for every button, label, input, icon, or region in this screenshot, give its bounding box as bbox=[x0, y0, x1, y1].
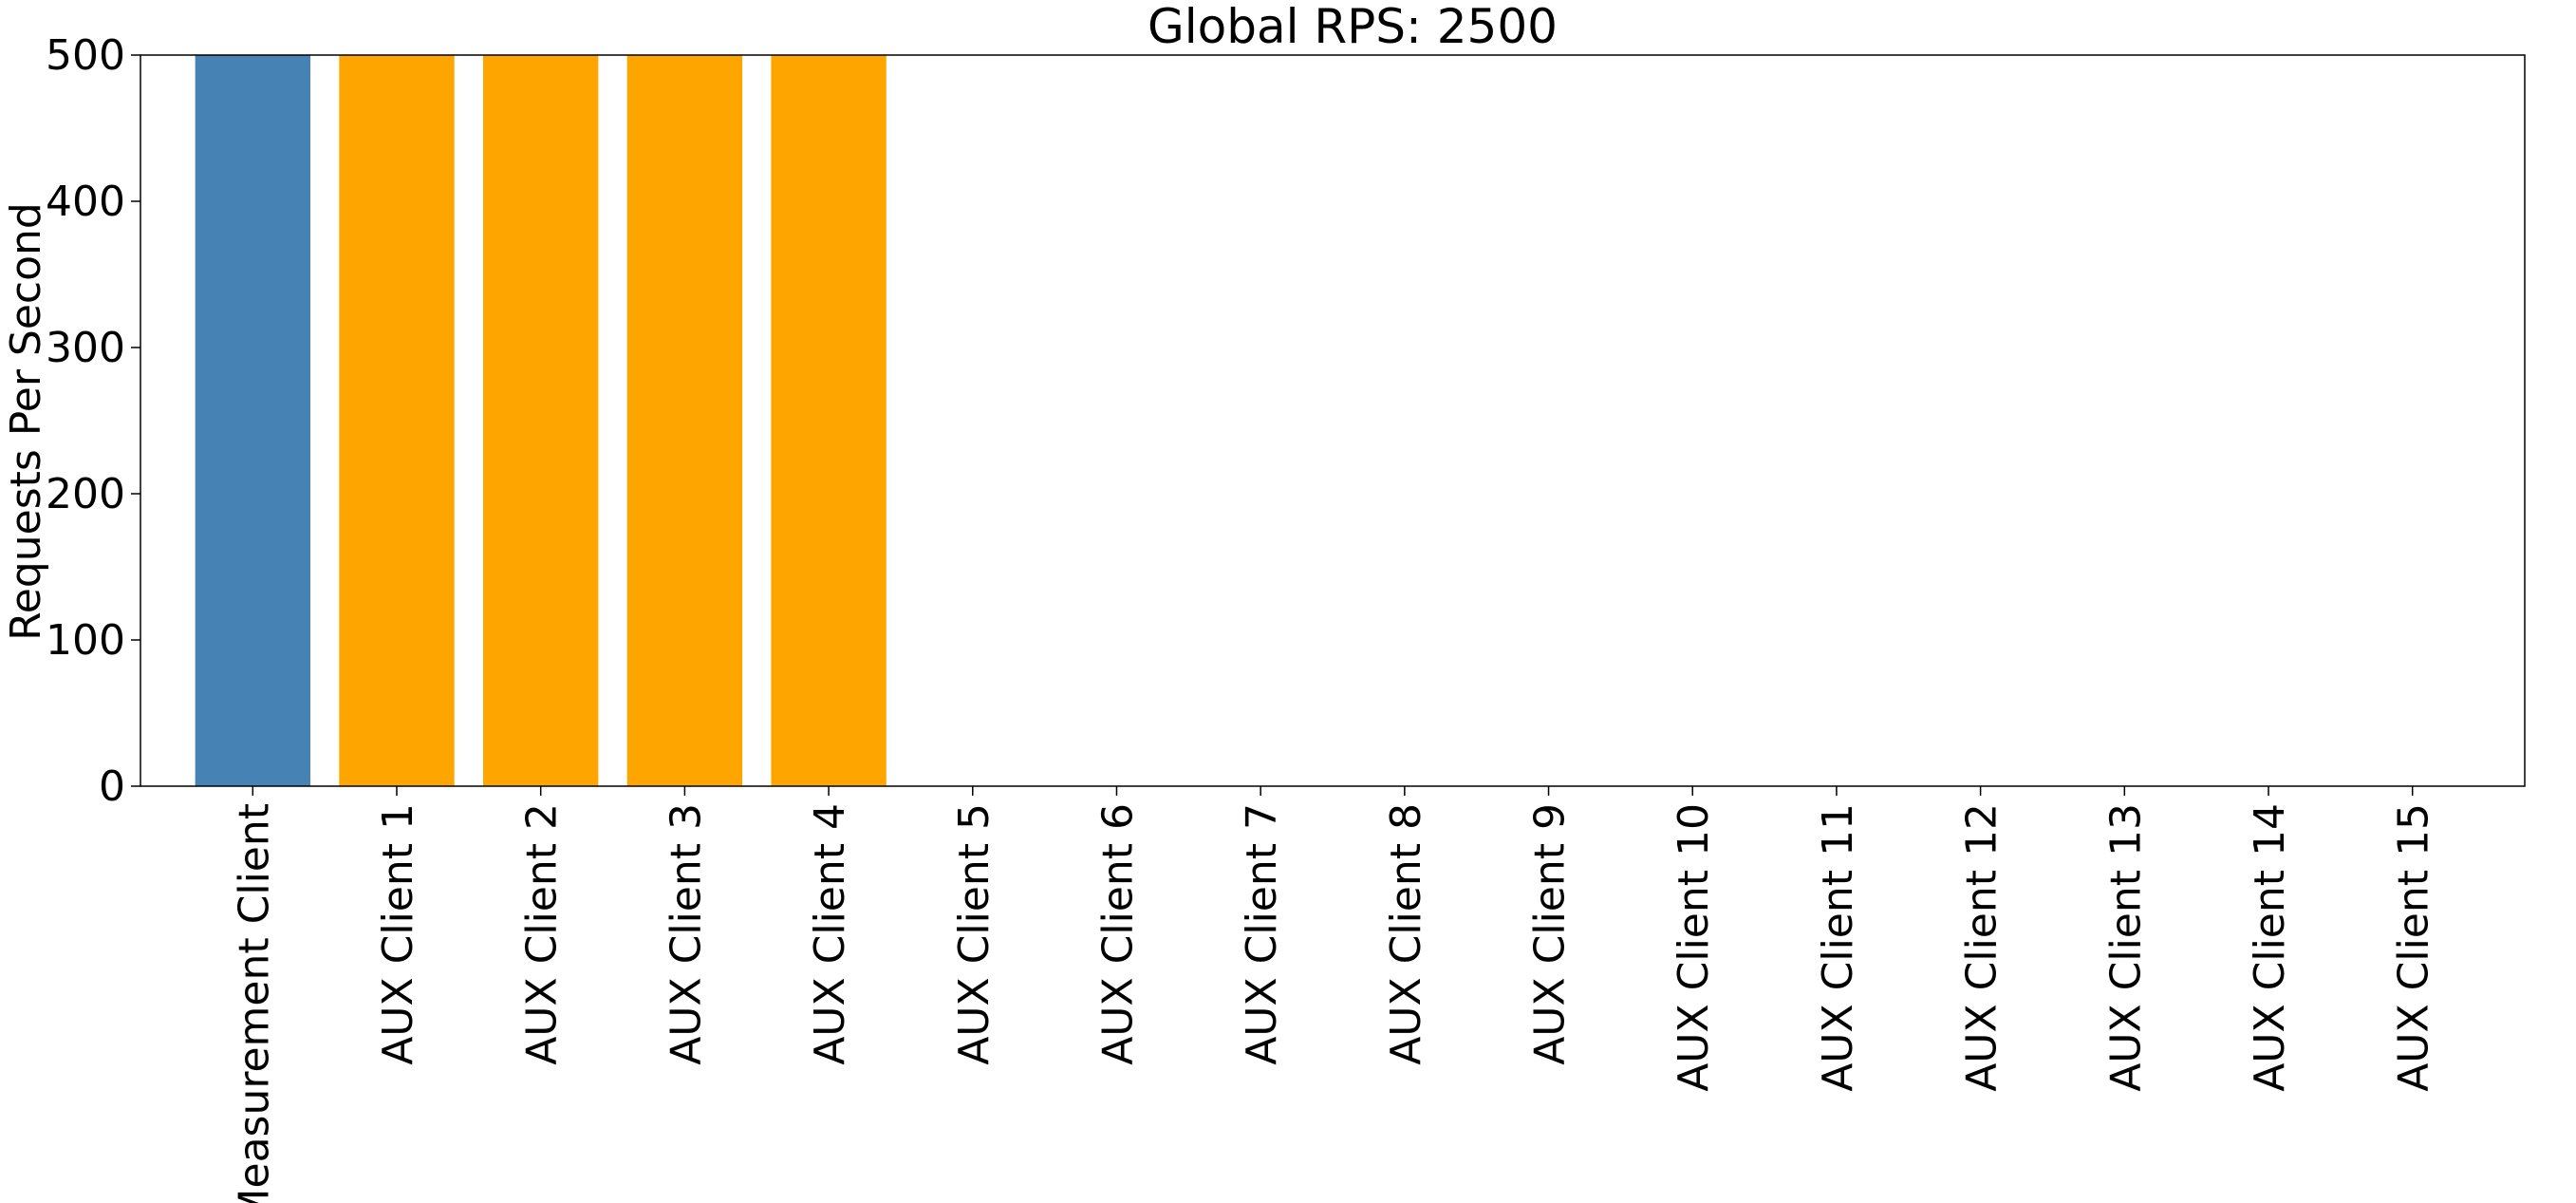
x-axis: Measurement Client AUX Client 1 AUX Client… bbox=[230, 786, 2438, 1203]
y-tick-label: 200 bbox=[46, 470, 125, 518]
y-tick-label: 0 bbox=[99, 762, 125, 811]
x-tick-label: AUX Client 11 bbox=[1814, 803, 1862, 1092]
x-tick-label: AUX Client 2 bbox=[518, 803, 567, 1065]
y-tick-label: 100 bbox=[46, 616, 125, 665]
x-tick-label: AUX Client 5 bbox=[950, 803, 999, 1065]
x-tick-label: AUX Client 3 bbox=[662, 803, 710, 1065]
bar bbox=[339, 55, 455, 786]
y-axis-label: Requests Per Second bbox=[2, 202, 50, 641]
bar bbox=[771, 55, 887, 786]
x-tick-label: AUX Client 9 bbox=[1526, 803, 1575, 1065]
y-tick-label: 300 bbox=[46, 324, 125, 372]
x-tick-label: Measurement Client bbox=[230, 803, 278, 1203]
bar-group bbox=[195, 55, 887, 786]
x-tick-label: AUX Client 14 bbox=[2246, 803, 2294, 1092]
bar bbox=[195, 55, 310, 786]
y-axis: 0 100 200 300 400 500 bbox=[46, 31, 140, 811]
x-tick-label: AUX Client 7 bbox=[1238, 803, 1286, 1065]
x-tick-label: AUX Client 12 bbox=[1958, 803, 2007, 1092]
y-tick-label: 400 bbox=[46, 178, 125, 226]
bar bbox=[626, 55, 743, 786]
bar bbox=[483, 55, 599, 786]
x-tick-label: AUX Client 8 bbox=[1382, 803, 1430, 1065]
chart-title: Global RPS: 2500 bbox=[1148, 0, 1558, 54]
x-tick-label: AUX Client 6 bbox=[1093, 803, 1142, 1065]
x-tick-label: AUX Client 10 bbox=[1670, 803, 1718, 1092]
x-tick-label: AUX Client 13 bbox=[2101, 803, 2150, 1092]
y-tick-label: 500 bbox=[46, 31, 125, 80]
x-tick-label: AUX Client 15 bbox=[2390, 803, 2438, 1092]
plot-frame bbox=[140, 54, 2526, 787]
x-tick-label: AUX Client 4 bbox=[806, 803, 854, 1065]
x-tick-label: AUX Client 1 bbox=[374, 803, 422, 1065]
